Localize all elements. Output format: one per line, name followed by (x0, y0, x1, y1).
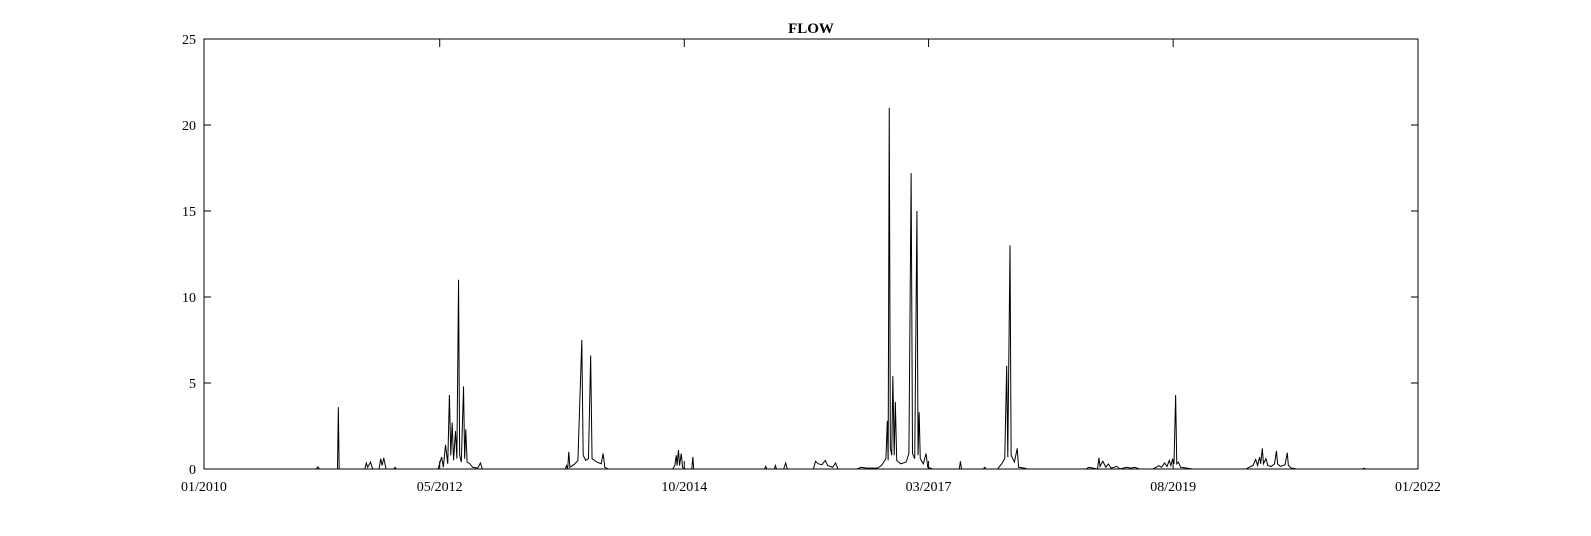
plot-area-frame (203, 38, 1419, 470)
x-tick-label: 01/2022 (1395, 480, 1441, 495)
y-tick-label: 10 (182, 291, 196, 306)
y-tick-label: 25 (182, 33, 196, 48)
y-tick-label: 20 (182, 119, 196, 134)
x-axis: 01/2010 05/2012 10/2014 03/2017 08/2019 01/20… (181, 39, 1441, 495)
x-tick-label: 03/2017 (906, 480, 952, 495)
x-tick-label: 08/2019 (1150, 480, 1196, 495)
chart-title: FLOW (788, 21, 834, 37)
flow-series-line (204, 107, 1418, 470)
y-axis: 0 5 10 15 20 25 (182, 33, 1418, 478)
x-tick-label: 01/2010 (181, 480, 227, 495)
y-tick-label: 0 (189, 463, 196, 478)
x-tick-label: 10/2014 (661, 480, 707, 495)
y-tick-label: 15 (182, 205, 196, 220)
x-tick-label: 05/2012 (417, 480, 463, 495)
y-tick-label: 5 (189, 377, 196, 392)
